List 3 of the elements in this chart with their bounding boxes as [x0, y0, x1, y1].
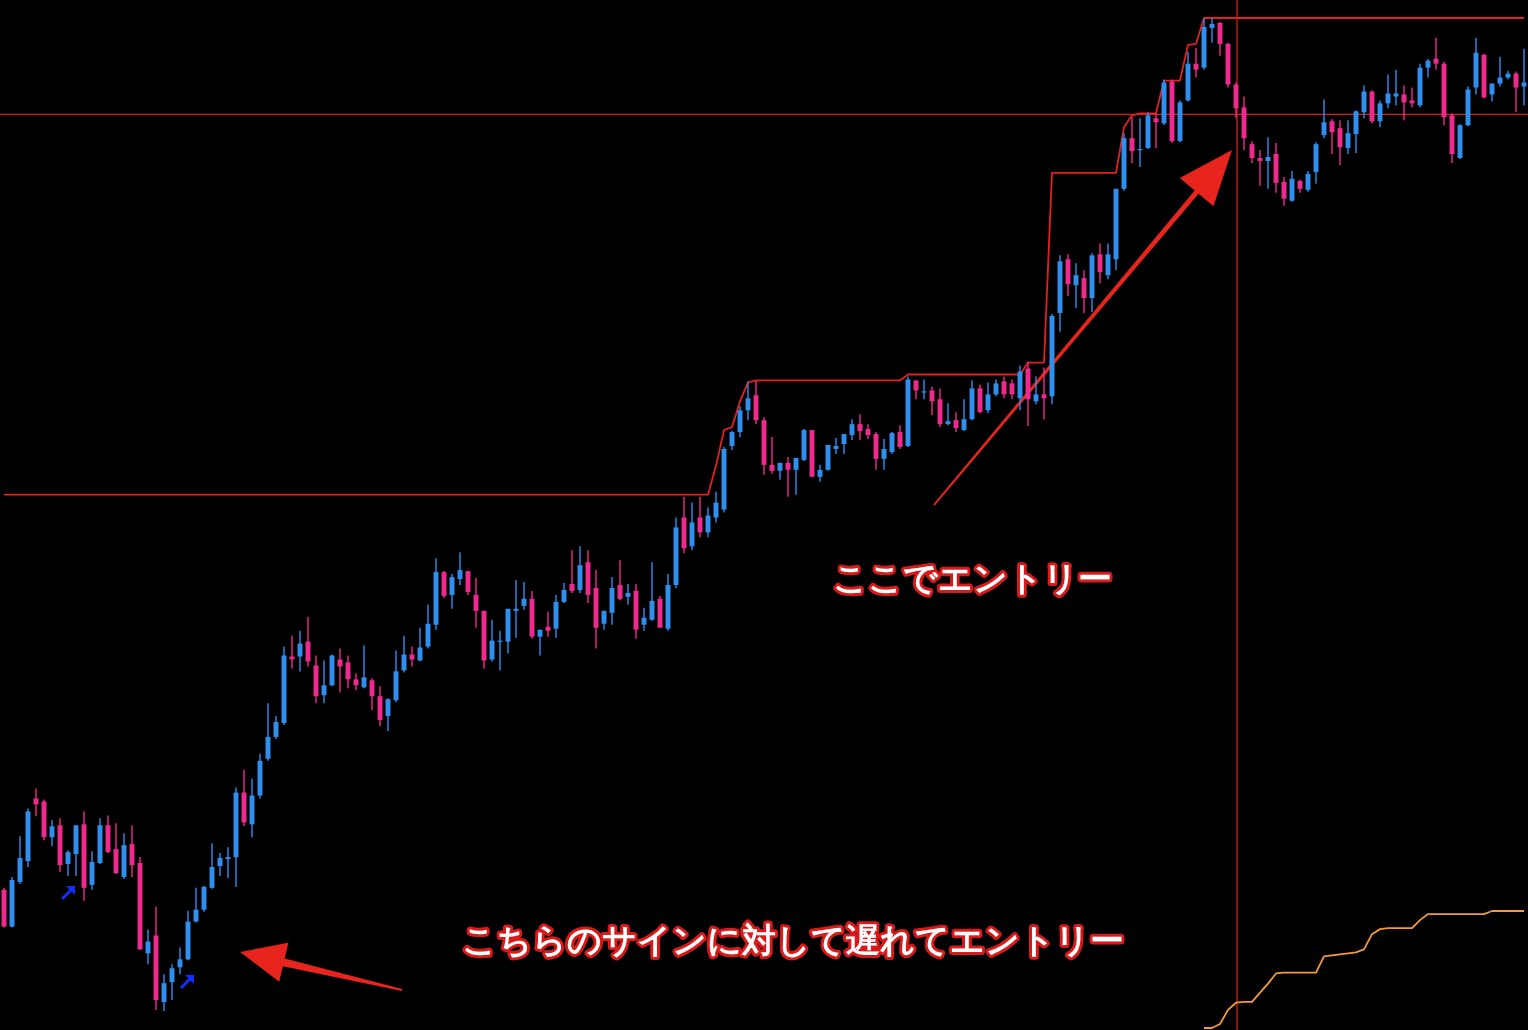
annotation: こちらのサインに対して遅れてエントリー [462, 921, 1124, 959]
annotation: ここでエントリー [832, 559, 1112, 597]
candlestick [921, 378, 927, 401]
